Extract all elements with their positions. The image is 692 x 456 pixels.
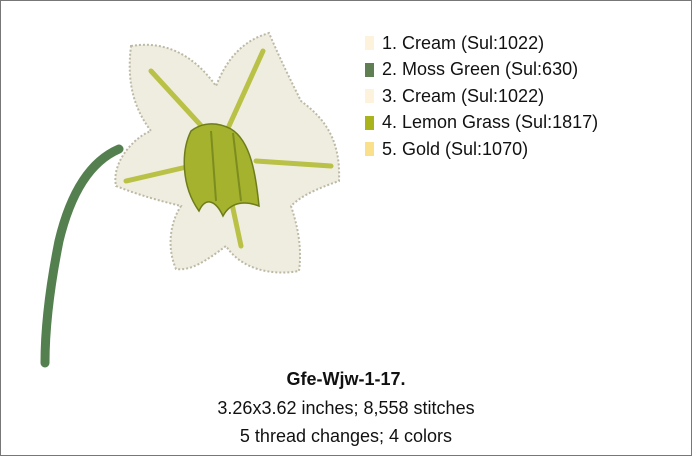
thread-label: 1. Cream (Sul:1022) bbox=[382, 33, 544, 54]
design-title: Gfe-Wjw-1-17. bbox=[1, 369, 691, 390]
thread-item: 2. Moss Green (Sul:630) bbox=[365, 59, 578, 81]
thread-item: 5. Gold (Sul:1070) bbox=[365, 138, 528, 160]
design-info: 3.26x3.62 inches; 8,558 stitches bbox=[1, 398, 691, 419]
thread-label: 4. Lemon Grass (Sul:1817) bbox=[382, 112, 598, 133]
thread-item: 4. Lemon Grass (Sul:1817) bbox=[365, 112, 598, 134]
thread-item: 3. Cream (Sul:1022) bbox=[365, 85, 544, 107]
thread-swatch bbox=[365, 63, 374, 77]
thread-item: 1. Cream (Sul:1022) bbox=[365, 32, 544, 54]
thread-swatch bbox=[365, 89, 374, 103]
design-image bbox=[1, 1, 361, 381]
thread-label: 3. Cream (Sul:1022) bbox=[382, 86, 544, 107]
thread-swatch bbox=[365, 116, 374, 130]
thread-label: 2. Moss Green (Sul:630) bbox=[382, 59, 578, 80]
thread-swatch bbox=[365, 36, 374, 50]
thread-swatch bbox=[365, 142, 374, 156]
thread-label: 5. Gold (Sul:1070) bbox=[382, 139, 528, 160]
design-card: 1. Cream (Sul:1022) 2. Moss Green (Sul:63… bbox=[0, 0, 692, 456]
design-info: 5 thread changes; 4 colors bbox=[1, 426, 691, 447]
